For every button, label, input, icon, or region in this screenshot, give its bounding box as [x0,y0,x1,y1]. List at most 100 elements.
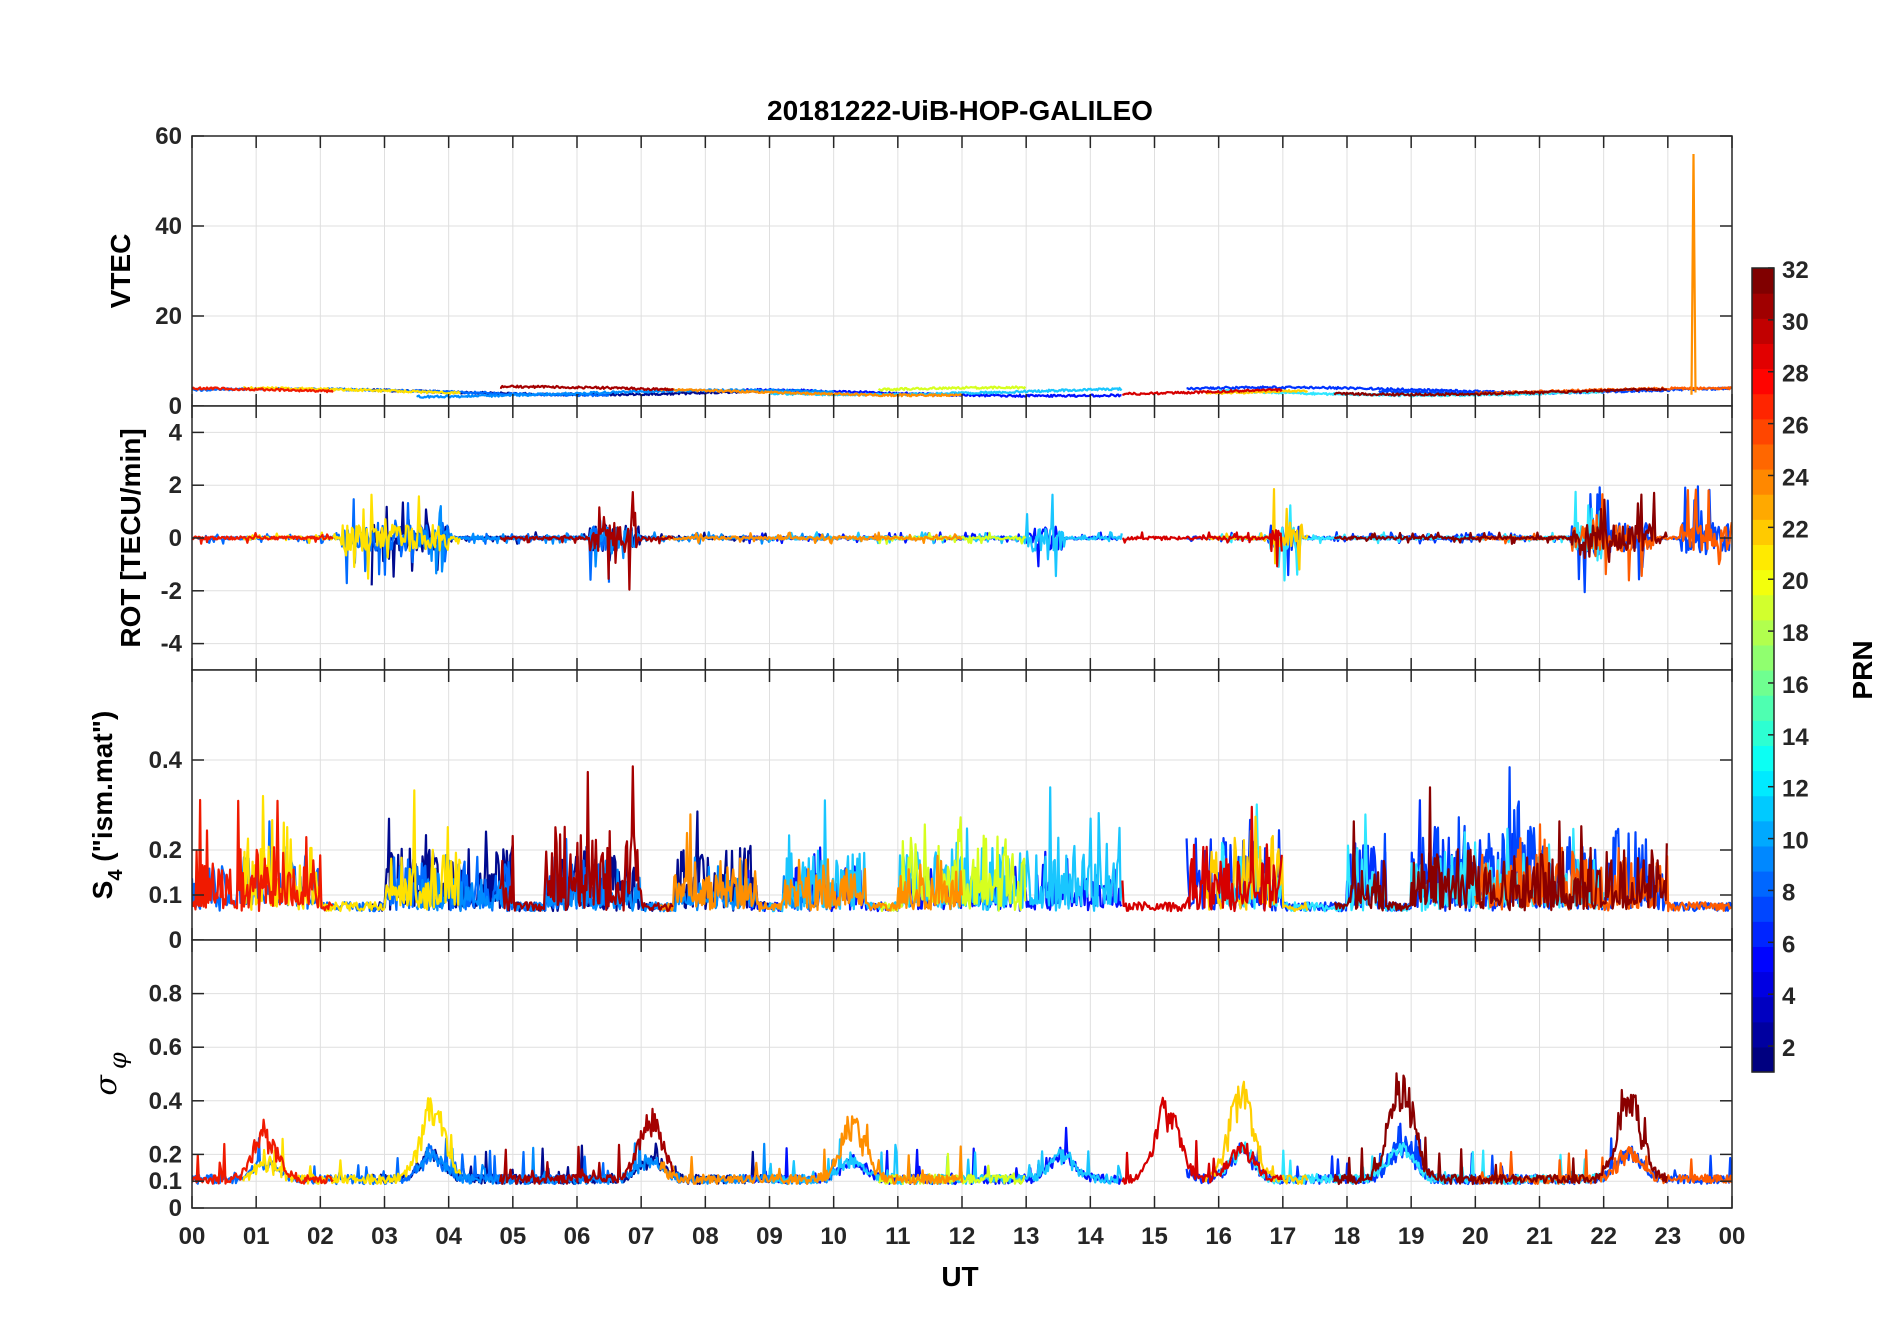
x-tick-label: 05 [499,1223,526,1250]
colorbar-segment [1752,443,1774,470]
colorbar-tick-label: 30 [1782,309,1809,336]
colorbar-frame [1751,267,1775,1073]
colorbar-segment [1752,720,1774,746]
chart-title: 20181222-UiB-HOP-GALILEO [767,95,1153,126]
series-line-prn-28 [1121,1096,1283,1185]
colorbar-tick-label: 32 [1782,257,1809,284]
x-tick-label: 15 [1141,1223,1168,1250]
y-tick-label-s4: 0 [169,927,182,954]
vtec-spike [1690,153,1697,395]
y-tick-label-s4: 0.1 [149,882,182,909]
colorbar-segment [1752,469,1774,495]
series-line-prn-19 [877,385,1027,392]
series-line-prn-31 [1333,786,1668,912]
colorbar-tick-label: 26 [1782,413,1809,440]
colorbar-segment [1752,619,1774,646]
colorbar-segment [1752,494,1774,520]
series-line-prn-31 [1333,1072,1668,1186]
series-line-prn-30 [498,1107,675,1185]
x-tick-label: 04 [435,1223,462,1250]
series-line-prn-30 [499,384,675,392]
series-line-prn-23 [659,1115,963,1186]
series-group-rot [192,485,1732,594]
series-group-s4 [192,765,1732,913]
x-tick-label: 00 [179,1223,206,1250]
colorbar-tick-label: 20 [1782,568,1809,595]
y-tick-label-sigma_phi: 0 [169,1195,182,1222]
colorbar-segment [1752,1046,1774,1073]
y-tick-label-rot: 2 [169,472,182,499]
y-tick-label-s4: 0.4 [149,747,183,774]
y-tick-label-vtec: 20 [155,303,182,330]
colorbar-segment [1752,795,1774,822]
x-tick-label: 13 [1013,1223,1040,1250]
x-tick-label: 17 [1269,1223,1296,1250]
x-tick-label: 07 [628,1223,655,1250]
x-tick-label: 06 [564,1223,591,1250]
colorbar-segment [1752,418,1774,445]
colorbar-label: PRN [1847,640,1878,699]
y-tick-label-vtec: 60 [155,123,182,150]
colorbar-segment [1752,921,1774,947]
x-tick-label: 14 [1077,1223,1104,1250]
colorbar-segment [1752,946,1774,973]
y-tick-label-rot: 4 [169,419,183,446]
series-line-prn-28 [1121,529,1283,568]
colorbar-tick-label: 16 [1782,672,1809,699]
colorbar-segment [1752,544,1774,571]
colorbar-segment [1752,594,1774,621]
series-line-prn-27 [192,1118,334,1185]
series-line-prn-23 [659,387,963,398]
colorbar-segment [1752,318,1774,344]
series-line-prn-31 [1333,387,1668,397]
x-tick-label: 23 [1654,1223,1681,1250]
y-tick-label-rot: -4 [161,631,183,658]
series-line-prn-23 [660,531,963,545]
series-line-prn-25 [1474,823,1732,913]
y-tick-label-vtec: 40 [155,213,182,240]
x-axis-label: UT [941,1261,978,1292]
colorbar-tick-label: 12 [1782,776,1809,803]
x-tick-label: 03 [371,1223,398,1250]
panel-vtec: 0 20 40 60 VTEC [105,123,1733,420]
colorbar-segment [1752,996,1774,1023]
x-tick-label: 22 [1590,1223,1617,1250]
series-line-prn-27 [192,798,333,913]
colorbar-segment [1752,393,1774,420]
series-line-prn-30 [498,765,674,912]
series-line-prn-27 [192,531,334,545]
panel-sigma_phi: 00.10.2 0.4 0.6 0.8 σφ [89,939,1733,1222]
panel-rot: -4 -2 0 2 4 ROT [TECU/min] [115,405,1733,671]
y-axis-label-vtec: VTEC [105,234,136,309]
x-tick-label: 01 [243,1223,270,1250]
x-tick-label: 12 [949,1223,976,1250]
colorbar-segment [1752,519,1774,545]
colorbar-segment [1752,770,1774,797]
colorbar-tick-label: 8 [1782,879,1795,906]
colorbar-segment [1752,745,1774,772]
series-line-prn-21 [1205,389,1309,395]
x-tick-label: 11 [885,1223,910,1250]
y-tick-label-vtec: 0 [169,393,182,420]
colorbar-segment [1752,268,1774,294]
colorbar-tick-label: 2 [1782,1035,1795,1062]
series-line-prn-23 [659,813,963,913]
series-group-vtec [192,153,1732,399]
y-tick-label-sigma_phi: 0.4 [149,1088,183,1115]
x-tick-label: 10 [820,1223,847,1250]
series-line-prn-28 [1122,388,1283,397]
colorbar-tick-label: 24 [1782,464,1809,491]
colorbar-tick-label: 18 [1782,620,1809,647]
series-line-prn-9 [416,388,835,399]
y-tick-label-sigma_phi: 0.6 [149,1034,182,1061]
x-tick-label: 20 [1462,1223,1489,1250]
y-tick-label-rot: 0 [169,525,182,552]
colorbar-segment [1752,845,1774,872]
colorbar-segment [1752,569,1774,596]
colorbar-segment [1752,343,1774,370]
y-axis-label-sigma-phi: σφ [89,1052,132,1095]
series-line-prn-31 [1333,491,1668,564]
colorbar-tick-label: 4 [1782,983,1796,1010]
